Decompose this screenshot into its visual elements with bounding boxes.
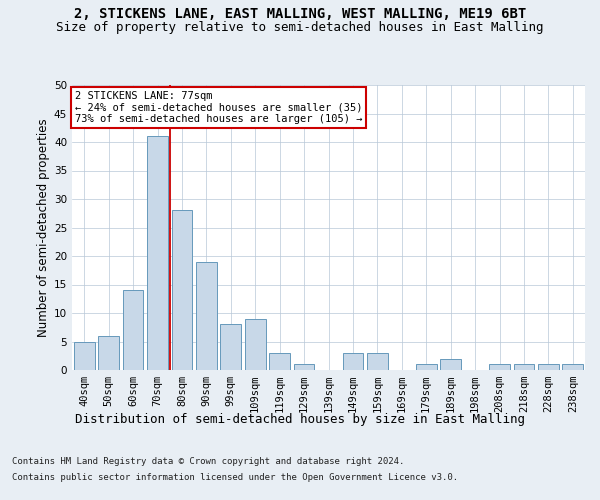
Bar bbox=[538, 364, 559, 370]
Bar bbox=[489, 364, 510, 370]
Y-axis label: Number of semi-detached properties: Number of semi-detached properties bbox=[37, 118, 50, 337]
Bar bbox=[122, 290, 143, 370]
Bar bbox=[440, 358, 461, 370]
Text: Contains HM Land Registry data © Crown copyright and database right 2024.: Contains HM Land Registry data © Crown c… bbox=[12, 458, 404, 466]
Bar bbox=[245, 318, 266, 370]
Bar bbox=[514, 364, 535, 370]
Bar bbox=[74, 342, 95, 370]
Bar bbox=[98, 336, 119, 370]
Bar bbox=[416, 364, 437, 370]
Text: Contains public sector information licensed under the Open Government Licence v3: Contains public sector information licen… bbox=[12, 472, 458, 482]
Bar bbox=[269, 353, 290, 370]
Bar bbox=[562, 364, 583, 370]
Bar bbox=[196, 262, 217, 370]
Text: 2 STICKENS LANE: 77sqm
← 24% of semi-detached houses are smaller (35)
73% of sem: 2 STICKENS LANE: 77sqm ← 24% of semi-det… bbox=[74, 90, 362, 124]
Bar bbox=[293, 364, 314, 370]
Bar bbox=[147, 136, 168, 370]
Bar bbox=[367, 353, 388, 370]
Bar bbox=[172, 210, 193, 370]
Text: 2, STICKENS LANE, EAST MALLING, WEST MALLING, ME19 6BT: 2, STICKENS LANE, EAST MALLING, WEST MAL… bbox=[74, 8, 526, 22]
Text: Size of property relative to semi-detached houses in East Malling: Size of property relative to semi-detach… bbox=[56, 21, 544, 34]
Bar bbox=[220, 324, 241, 370]
Text: Distribution of semi-detached houses by size in East Malling: Distribution of semi-detached houses by … bbox=[75, 412, 525, 426]
Bar bbox=[343, 353, 364, 370]
